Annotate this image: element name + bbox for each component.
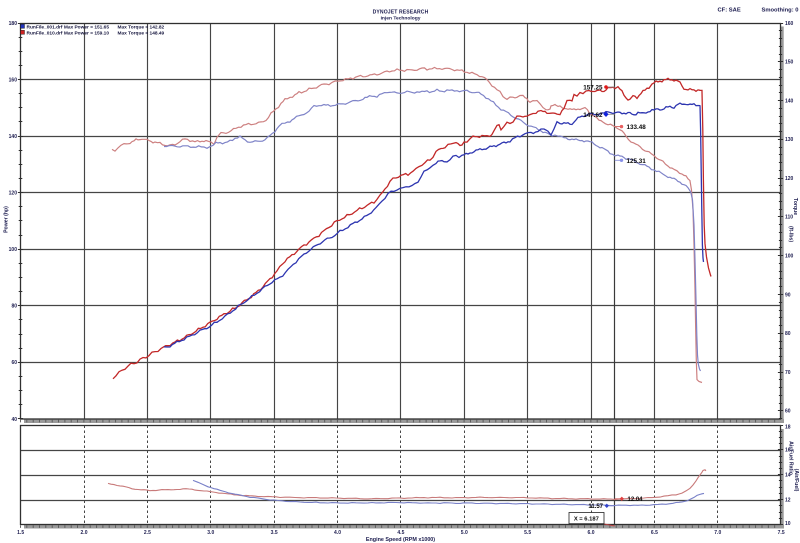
- svg-text:5.5: 5.5: [524, 530, 531, 536]
- svg-text:Torque: Torque: [792, 198, 798, 215]
- svg-text:16: 16: [785, 448, 791, 454]
- svg-text:18: 18: [785, 425, 791, 431]
- svg-text:100: 100: [785, 254, 794, 260]
- svg-text:Power (hp): Power (hp): [4, 206, 10, 233]
- svg-text:(ft-lbs): (ft-lbs): [787, 226, 793, 242]
- svg-text:11.57: 11.57: [588, 504, 603, 510]
- svg-text:140: 140: [785, 98, 794, 104]
- svg-text:10: 10: [785, 521, 791, 527]
- svg-text:130: 130: [785, 137, 794, 143]
- svg-text:Injen Technology: Injen Technology: [381, 16, 421, 22]
- svg-text:Max Torque = 148.49: Max Torque = 148.49: [118, 30, 165, 36]
- svg-text:180: 180: [9, 21, 18, 27]
- svg-text:14: 14: [785, 473, 791, 479]
- svg-text:3.5: 3.5: [271, 530, 278, 536]
- svg-text:133.48: 133.48: [627, 124, 647, 131]
- svg-text:150: 150: [785, 60, 794, 66]
- svg-text:Engine Speed (RPM x1000): Engine Speed (RPM x1000): [366, 537, 435, 543]
- svg-text:1.5: 1.5: [17, 530, 24, 536]
- svg-text:12.04: 12.04: [628, 497, 644, 503]
- svg-text:120: 120: [9, 191, 18, 197]
- svg-text:4.0: 4.0: [334, 530, 341, 536]
- svg-text:7.5: 7.5: [778, 530, 785, 536]
- svg-text:110: 110: [785, 215, 793, 221]
- svg-text:2.5: 2.5: [144, 530, 151, 536]
- svg-text:157.25: 157.25: [583, 85, 603, 92]
- svg-text:X = 6.187: X = 6.187: [574, 516, 599, 522]
- svg-text:147.62: 147.62: [583, 112, 603, 119]
- svg-text:100: 100: [9, 247, 18, 253]
- svg-text:Air/Fuel Ratio: Air/Fuel Ratio: [787, 441, 793, 475]
- svg-text:7.0: 7.0: [714, 530, 721, 536]
- svg-text:5.0: 5.0: [461, 530, 468, 536]
- svg-text:140: 140: [9, 134, 18, 140]
- svg-text:Max Torque = 142.82: Max Torque = 142.82: [118, 24, 165, 30]
- svg-text:RunFile_001.drf Max Power = 15: RunFile_001.drf Max Power = 151.65: [27, 24, 110, 30]
- svg-text:Smoothing: 0: Smoothing: 0: [761, 8, 798, 14]
- svg-text:120: 120: [785, 176, 794, 182]
- svg-text:80: 80: [785, 331, 791, 337]
- svg-text:160: 160: [785, 21, 794, 27]
- svg-text:60: 60: [11, 360, 17, 366]
- svg-text:12: 12: [785, 498, 791, 504]
- svg-text:160: 160: [9, 77, 18, 83]
- svg-text:3.0: 3.0: [207, 530, 214, 536]
- svg-text:DYNOJET RESEARCH: DYNOJET RESEARCH: [373, 9, 429, 15]
- svg-text:6.0: 6.0: [588, 530, 595, 536]
- svg-text:70: 70: [785, 370, 791, 376]
- svg-text:4.5: 4.5: [397, 530, 404, 536]
- svg-text:RunFile_010.drf Max Power = 15: RunFile_010.drf Max Power = 159.10: [27, 30, 110, 36]
- svg-text:2.0: 2.0: [81, 530, 88, 536]
- svg-text:6.5: 6.5: [651, 530, 658, 536]
- svg-text:40: 40: [11, 417, 17, 423]
- svg-text:80: 80: [11, 304, 17, 310]
- svg-text:125.31: 125.31: [627, 158, 647, 165]
- svg-text:60: 60: [785, 409, 791, 415]
- svg-text:(Air/Fuel): (Air/Fuel): [793, 469, 799, 492]
- svg-text:90: 90: [785, 292, 791, 298]
- svg-text:CF: SAE: CF: SAE: [718, 8, 741, 14]
